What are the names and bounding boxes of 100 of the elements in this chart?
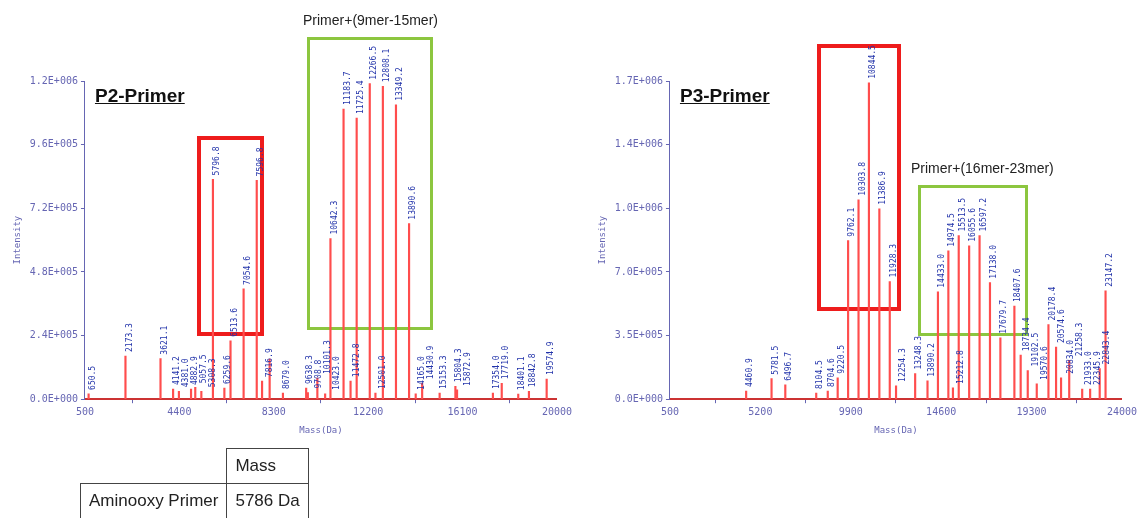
annotation: 22843.4 (1101, 330, 1111, 365)
x-tick-label: 19300 (1016, 405, 1047, 417)
y-axis-title: Intensity (596, 215, 607, 265)
x-tick-label: 5200 (748, 405, 773, 417)
annotation: 17354.0 (491, 355, 501, 390)
x-tick-label: 500 (75, 405, 94, 417)
annotation: 4460.9 (745, 357, 755, 388)
annotation: 4141.2 (172, 356, 182, 386)
x-tick-label: 500 (660, 405, 679, 417)
annotation: 20178.4 (1047, 286, 1057, 321)
x-tick-label: 24000 (1106, 405, 1137, 417)
annotation: 10642.3 (329, 200, 339, 235)
annotation: 16597.2 (978, 197, 988, 232)
annotation: 15872.9 (463, 352, 473, 386)
chart-title: P3-Primer (679, 85, 770, 107)
y-tick-label: 7.2E+005 (29, 201, 78, 213)
annotation: 21258.3 (1074, 322, 1084, 357)
annotation: 13349.2 (395, 66, 405, 101)
annotation: 18407.6 (1013, 268, 1023, 303)
annotation: Primer+(16mer-23mer) (911, 160, 1054, 176)
text: Mass (226, 448, 309, 484)
annotation: 20574.6 (1056, 309, 1066, 344)
annotation: 5781.5 (770, 345, 780, 375)
y-tick-label: 1.2E+006 (29, 74, 78, 86)
annotation: 17138.0 (989, 244, 999, 279)
annotation: 15212.8 (956, 350, 966, 384)
annotation: 18401.1 (517, 356, 527, 391)
annotation: 14974.5 (947, 212, 957, 247)
annotation: 4381.0 (181, 358, 191, 388)
annotation: 18734.4 (1022, 317, 1032, 352)
y-tick-label: 7.0E+005 (614, 265, 663, 277)
annotation: 5057.5 (199, 354, 209, 384)
x-tick-label: 16100 (447, 405, 478, 417)
annotation: 11928.3 (888, 243, 898, 278)
annotation: 18842.8 (528, 353, 538, 388)
annotation: 14165.0 (417, 356, 427, 390)
annotation: 20834.0 (1065, 339, 1075, 374)
x-tick-label: 12200 (353, 405, 384, 417)
annotation: 9638.3 (305, 354, 315, 385)
annotation: 11386.9 (878, 170, 888, 205)
annotation: 19574.9 (545, 341, 555, 376)
annotation: 17719.0 (500, 345, 510, 380)
y-tick-label: 1.0E+006 (614, 201, 663, 213)
text: Primer+(9mer-15mer) (303, 12, 438, 28)
y-tick-label: 4.8E+005 (29, 265, 78, 277)
y-tick-label: 2.4E+005 (29, 329, 78, 341)
annotation: 10423.0 (332, 356, 342, 390)
annotation: 14430.9 (426, 345, 436, 380)
annotation: 7054.6 (242, 255, 252, 285)
x-tick-label: 14600 (926, 405, 957, 417)
x-tick-label: 9900 (838, 405, 863, 417)
annotation: 11725.4 (355, 80, 365, 115)
annotation: 10303.8 (857, 161, 867, 196)
annotation: 14433.0 (937, 253, 947, 288)
x-axis-title: Mass(Da) (299, 424, 343, 435)
y-tick-label: 9.6E+005 (29, 138, 78, 150)
annotation: 12254.3 (897, 348, 907, 382)
annotation: 21933.0 (1083, 351, 1093, 386)
annotation: 8104.5 (815, 359, 825, 390)
annotation: 22345.9 (1092, 351, 1102, 386)
annotation: 650.5 (87, 365, 97, 390)
annotation: 2173.3 (124, 322, 134, 352)
y-tick-label: 1.7E+006 (614, 74, 663, 86)
chart-title: P2-Primer (94, 85, 185, 107)
annotation: 11472.8 (351, 343, 361, 378)
x-tick-label: 20000 (541, 405, 572, 417)
annotation: 4882.9 (190, 356, 200, 386)
annotation: 6259.6 (223, 354, 233, 385)
annotation: 6496.7 (784, 351, 794, 381)
text: 5786 Da (226, 483, 309, 518)
annotation: 19570.6 (1040, 346, 1050, 380)
x-tick-label: 8300 (261, 405, 286, 417)
annotation: 12501.0 (377, 355, 387, 390)
annotation: 17679.7 (999, 299, 1009, 334)
y-tick-label: 1.4E+006 (614, 138, 663, 150)
annotation: 16055.6 (968, 207, 978, 242)
annotation: 13890.6 (408, 185, 418, 220)
annotation: 15153.3 (438, 355, 448, 390)
y-tick-label: 0.0E+000 (29, 392, 78, 404)
annotation: 12808.1 (381, 48, 391, 83)
annotation: 9708.8 (314, 359, 324, 389)
annotation: 9220.5 (836, 344, 846, 374)
annotation: 10844.5 (868, 44, 877, 79)
annotation: 5308.3 (208, 358, 218, 388)
y-tick-label: 0.0E+000 (614, 392, 663, 404)
annotation: 10101.3 (323, 340, 333, 374)
y-tick-label: 3.5E+005 (614, 329, 663, 341)
annotation: 15513.5 (957, 197, 967, 232)
annotation: 12266.5 (368, 45, 378, 80)
annotation: 6513.6 (229, 307, 239, 337)
annotation: 13248.3 (914, 335, 924, 370)
annotation: 8704.6 (826, 357, 836, 388)
annotation: 11183.7 (342, 71, 352, 106)
x-axis-title: Mass(Da) (874, 424, 918, 435)
annotation: 19102.5 (1031, 332, 1041, 367)
annotation: 9762.1 (847, 207, 857, 237)
annotation: 3621.1 (159, 325, 169, 355)
annotation: 7816.9 (264, 348, 274, 378)
annotation: 7596.8 (255, 147, 265, 177)
text: Aminooxy Primer (80, 483, 227, 518)
